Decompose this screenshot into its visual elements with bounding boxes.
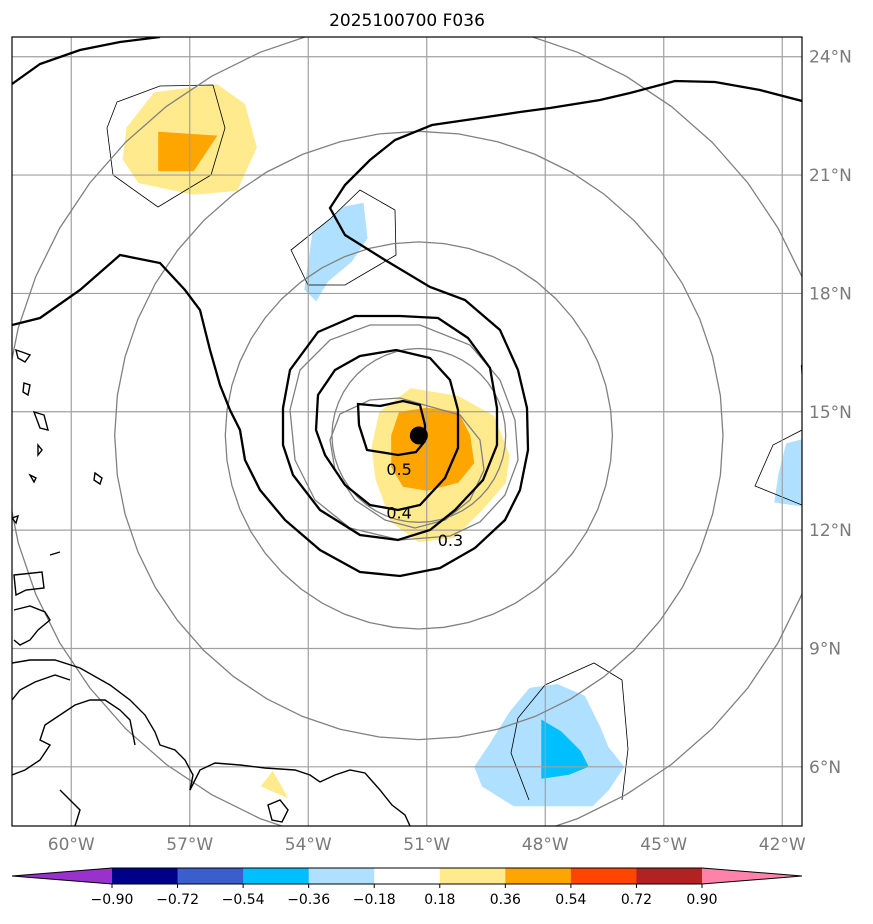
shaded-region-8 [541, 719, 589, 779]
coast-tobago [49, 551, 61, 556]
range-ring-3 [114, 130, 724, 741]
lat-tick-label-2: 21°N [809, 166, 852, 186]
colorbar [11, 867, 803, 888]
coast-inland-1 [12, 699, 136, 776]
lat-tick-label-6: 9°N [809, 639, 841, 659]
colorbar-segment-1 [112, 868, 179, 884]
contour-label-2: 0.4 [386, 503, 411, 522]
lon-tick-label-1: 60°W [48, 835, 95, 855]
colorbar-extend-low [12, 868, 112, 884]
thick-contour-4 [356, 399, 427, 457]
range-ring-4 [12, 37, 802, 826]
colorbar-tick-label-2: −0.72 [156, 892, 199, 908]
shaded-anomaly-layer [122, 84, 802, 807]
lon-tick-label-3: 54°W [285, 835, 332, 855]
chart-title: 2025100700 F036 [329, 11, 485, 31]
colorbar-segment-7 [505, 868, 572, 884]
coastline [12, 348, 411, 826]
longitude-labels: 60°W 57°W 54°W 51°W 48°W 45°W 42°W [48, 835, 806, 855]
colorbar-tick-label-1: −0.90 [91, 892, 134, 908]
thick-contour-layer [12, 37, 802, 578]
colorbar-tick-label-3: −0.54 [222, 892, 265, 908]
shaded-region-5 [391, 407, 475, 491]
coast-inland-2 [12, 674, 71, 701]
coast-island-5 [28, 473, 37, 484]
map-frame [11, 36, 803, 827]
latitude-labels: 24°N 21°N 18°N 15°N 12°N 9°N 6°N [809, 48, 852, 778]
thick-contour-2 [281, 314, 499, 542]
coast-island-8 [13, 605, 51, 646]
colorbar-tick-label-9: 0.72 [621, 892, 652, 908]
range-rings [12, 37, 802, 826]
contour-label-1: 0.5 [386, 460, 411, 479]
lat-tick-label-3: 18°N [809, 284, 852, 304]
lon-tick-label-6: 45°W [640, 835, 687, 855]
colorbar-segment-5 [374, 868, 441, 884]
thin-contour-east [754, 429, 802, 506]
range-ring-2 [224, 241, 614, 630]
storm-center-marker [409, 426, 428, 445]
coast-island-2 [22, 382, 31, 397]
lon-tick-label-2: 57°W [166, 835, 213, 855]
colorbar-segment-4 [308, 868, 375, 884]
lat-tick-label-4: 15°N [809, 403, 852, 423]
coast-trinidad [13, 571, 45, 597]
colorbar-tick-label-5: −0.18 [353, 892, 396, 908]
colorbar-tick-label-4: −0.36 [287, 892, 330, 908]
lat-tick-label-5: 12°N [809, 521, 852, 541]
coast-island-4 [37, 443, 43, 457]
thick-contour-3 [314, 348, 460, 512]
colorbar-segment-3 [243, 868, 310, 884]
shaded-region-2 [158, 131, 218, 172]
colorbar-tick-label-7: 0.36 [490, 892, 521, 908]
coast-island-1 [15, 348, 32, 363]
coast-island-9 [267, 799, 289, 823]
lat-tick-label-1: 24°N [809, 48, 852, 68]
lon-tick-label-4: 51°W [403, 835, 450, 855]
thin-contour-north [290, 189, 397, 286]
thin-contour-south [510, 662, 629, 801]
lat-tick-label-7: 6°N [809, 758, 841, 778]
thick-contour-top [12, 37, 161, 85]
map-area: 0.5 0.4 0.3 [12, 37, 802, 826]
coast-south-america [12, 659, 411, 826]
lon-tick-label-5: 48°W [522, 835, 569, 855]
colorbar-segment-8 [570, 868, 637, 884]
shaded-region-9 [260, 770, 289, 799]
contour-labels: 0.5 0.4 0.3 [386, 460, 463, 550]
colorbar-tick-label-6: 0.18 [424, 892, 455, 908]
colorbar-tick-label-10: 0.90 [686, 892, 717, 908]
shaded-region-6 [774, 439, 802, 507]
colorbar-segment-9 [636, 868, 703, 884]
colorbar-segment-2 [177, 868, 244, 884]
colorbar-tick-labels: −0.90 −0.72 −0.54 −0.36 −0.18 0.18 0.36 0.54 0.7… [91, 892, 718, 908]
coast-island-6 [93, 471, 103, 486]
shaded-region-3 [304, 202, 368, 302]
colorbar-extend-high [702, 868, 802, 884]
lon-tick-label-7: 42°W [759, 835, 806, 855]
coast-island-7 [12, 514, 20, 525]
thick-contour-outer [12, 79, 802, 578]
contour-label-3: 0.3 [438, 531, 463, 550]
coast-river [59, 789, 81, 826]
colorbar-segment-6 [439, 868, 506, 884]
coast-island-3 [32, 410, 49, 431]
colorbar-tick-label-8: 0.54 [555, 892, 586, 908]
